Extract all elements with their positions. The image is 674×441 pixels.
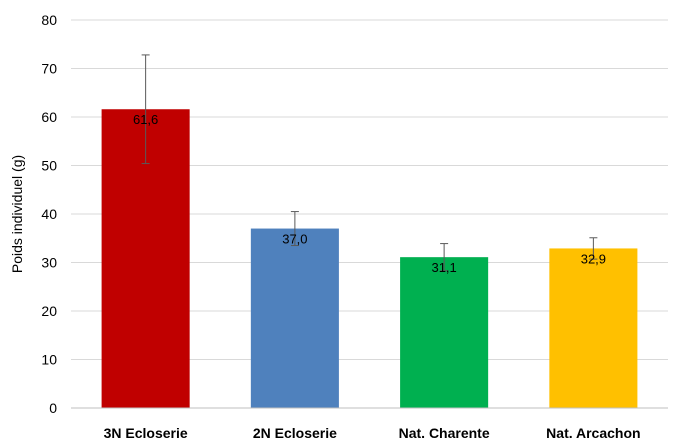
bar — [400, 257, 489, 408]
y-axis-ticks: 0 10 20 30 40 50 60 70 80 — [41, 12, 57, 416]
error-bars — [141, 54, 598, 272]
x-tick-label: Nat. Arcachon — [546, 425, 640, 441]
x-tick-label: 3N Ecloserie — [104, 425, 188, 441]
data-labels: 61,6 37,0 31,1 32,9 — [133, 112, 606, 275]
bar — [250, 228, 339, 408]
y-tick-label: 0 — [49, 400, 57, 416]
bar — [549, 248, 638, 408]
y-tick-label: 20 — [41, 303, 57, 319]
data-label: 31,1 — [431, 260, 456, 275]
y-tick-label: 80 — [41, 12, 57, 28]
y-tick-label: 50 — [41, 158, 57, 174]
y-tick-label: 30 — [41, 255, 57, 271]
y-tick-label: 10 — [41, 352, 57, 368]
data-label: 37,0 — [282, 232, 307, 247]
y-tick-label: 60 — [41, 109, 57, 125]
data-label: 32,9 — [581, 251, 606, 266]
y-tick-label: 40 — [41, 206, 57, 222]
y-tick-label: 70 — [41, 61, 57, 77]
x-tick-label: 2N Ecloserie — [253, 425, 337, 441]
x-axis-ticks: 3N Ecloserie 2N Ecloserie Nat. Charente Nat… — [104, 425, 641, 441]
x-tick-label: Nat. Charente — [399, 425, 490, 441]
data-label: 61,6 — [133, 112, 158, 127]
bars — [101, 109, 638, 409]
y-axis-label: Poids individuel (g) — [9, 155, 25, 273]
